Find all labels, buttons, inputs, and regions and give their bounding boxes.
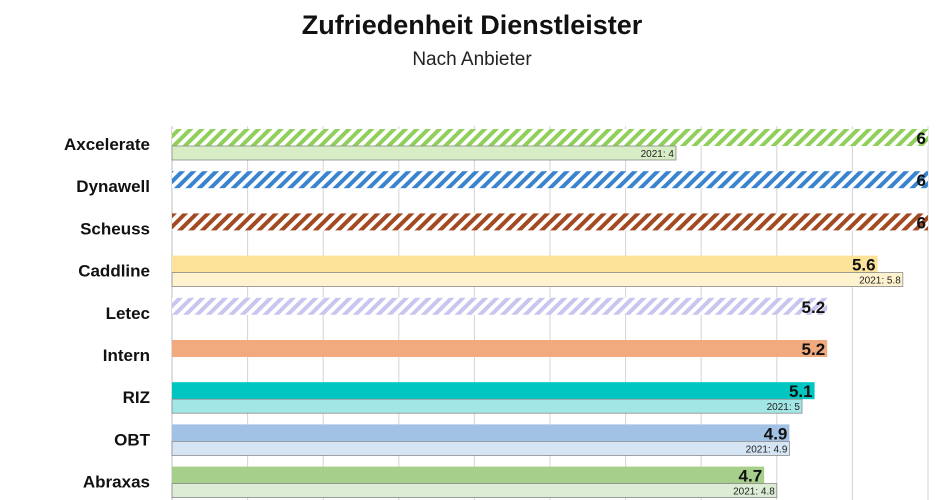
bar — [172, 424, 790, 442]
previous-year-bar — [171, 145, 677, 161]
previous-year-label: 2021: 5.8 — [859, 276, 901, 287]
category-label: Caddline — [78, 262, 150, 281]
chart-title: Zufriedenheit Dienstleister — [301, 10, 643, 40]
previous-year-bar — [171, 440, 790, 456]
category-label: Letec — [106, 304, 150, 323]
category-label: Intern — [103, 346, 150, 365]
previous-year-bar — [171, 398, 803, 414]
bar — [172, 171, 928, 189]
category-label: Scheuss — [80, 219, 150, 238]
bar — [172, 340, 828, 357]
bar — [172, 297, 828, 315]
bar — [172, 466, 765, 484]
category-label: OBT — [114, 430, 151, 449]
value-label: 6 — [917, 171, 926, 190]
previous-year-bar — [171, 483, 778, 499]
value-label: 6 — [917, 129, 926, 148]
previous-year-bar — [171, 272, 904, 288]
value-label: 5.2 — [802, 340, 826, 359]
value-label: 4.7 — [739, 467, 763, 486]
bar — [172, 382, 815, 400]
category-label: RIZ — [123, 388, 150, 407]
category-label: Dynawell — [76, 177, 150, 196]
category-label: Axcelerate — [64, 135, 150, 154]
category-label: Abraxas — [83, 473, 150, 492]
bar — [172, 129, 928, 146]
value-label: 4.9 — [764, 424, 788, 443]
chart-subtitle: Nach Anbieter — [412, 49, 532, 70]
labels: Axcelerate 6 2021: 4 Dynawell 6 Scheuss 6 Caddl… — [64, 129, 926, 498]
bars — [171, 129, 928, 499]
previous-year-label: 2021: 5 — [767, 402, 801, 413]
value-label: 5.6 — [852, 256, 876, 275]
previous-year-label: 2021: 4.9 — [746, 444, 788, 455]
previous-year-label: 2021: 4.8 — [733, 487, 775, 498]
value-label: 6 — [917, 213, 926, 232]
value-label: 5.2 — [802, 298, 826, 317]
bar — [172, 255, 878, 273]
previous-year-label: 2021: 4 — [641, 149, 675, 160]
value-label: 5.1 — [789, 382, 813, 401]
bar — [172, 213, 928, 231]
